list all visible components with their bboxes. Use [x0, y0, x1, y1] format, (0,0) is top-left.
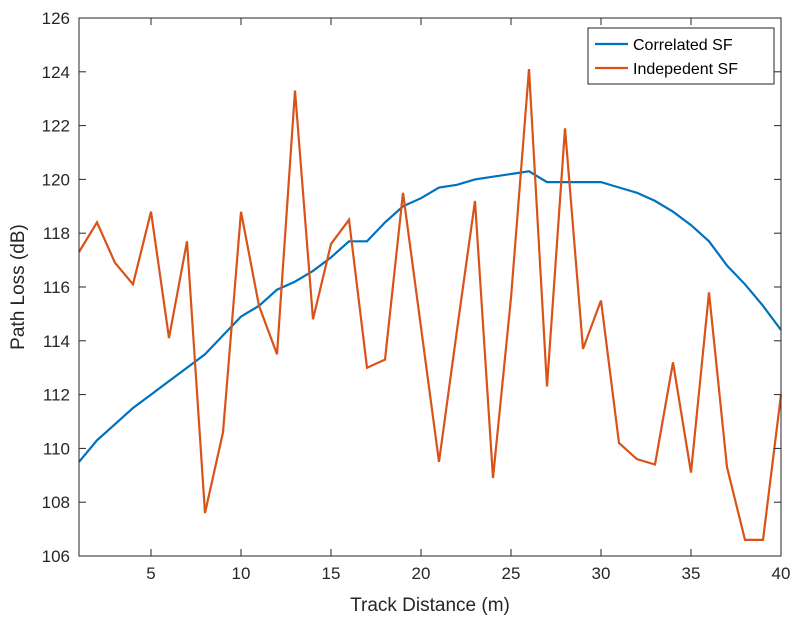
y-tick-label: 118	[43, 224, 70, 243]
y-tick-label: 124	[42, 63, 70, 82]
y-tick-label: 114	[43, 332, 70, 351]
y-tick-label: 110	[43, 439, 70, 458]
legend-box	[587, 27, 775, 85]
x-tick-label: 5	[146, 564, 155, 583]
series-line-1	[78, 69, 783, 542]
x-tick-label: 30	[592, 564, 611, 583]
y-axis-title: Path Loss (dB)	[8, 224, 29, 350]
y-tick-label: 120	[42, 170, 70, 189]
legend: Correlated SF Indepedent SF	[587, 27, 775, 85]
x-axis: 5 10 15 20 25 30 35 40	[146, 18, 790, 583]
y-tick-label: 122	[42, 117, 70, 136]
y-tick-label: 126	[42, 9, 70, 28]
y-tick-label: 112	[43, 386, 70, 405]
x-tick-label: 40	[772, 564, 791, 583]
x-tick-label: 35	[682, 564, 701, 583]
x-tick-label: 10	[232, 564, 251, 583]
x-tick-label: 15	[322, 564, 341, 583]
x-axis-title: Track Distance (m)	[350, 595, 510, 616]
y-tick-label: 108	[42, 493, 70, 512]
series-lines	[78, 69, 783, 542]
plot-area	[79, 18, 781, 556]
legend-label: Correlated SF	[633, 37, 733, 54]
x-tick-label: 20	[412, 564, 431, 583]
x-tick-label: 25	[502, 564, 521, 583]
y-tick-label: 106	[42, 547, 70, 566]
legend-label: Indepedent SF	[633, 61, 738, 78]
y-axis: 106 108 110 112 114 116 118 120 122 124 126	[42, 9, 781, 566]
y-tick-label: 116	[43, 278, 70, 297]
